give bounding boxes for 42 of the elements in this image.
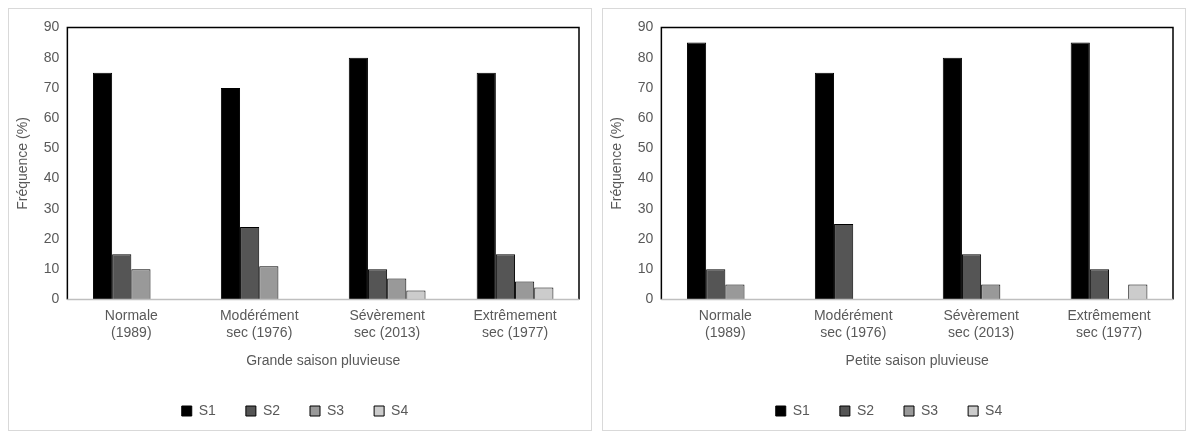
x-tick-label: Extrêmement sec (1977): [1067, 306, 1151, 340]
x-tick-label: Modérément sec (1976): [813, 306, 893, 340]
y-tick-label: 20: [43, 229, 60, 246]
y-tick-label: 90: [637, 18, 654, 35]
y-tick-label: 10: [43, 260, 60, 277]
y-tick-label: 40: [43, 169, 60, 186]
y-tick-label: 60: [43, 108, 60, 125]
x-axis-title: Grande saison pluvieuse: [246, 352, 401, 369]
y-axis-title: Fréquence (%): [608, 117, 625, 210]
legend-label: S2: [856, 401, 875, 418]
y-tick-label: 0: [645, 290, 654, 307]
y-tick-label: 50: [43, 139, 60, 156]
y-tick-label: 70: [43, 78, 60, 95]
y-tick-label: 80: [43, 48, 60, 65]
y-tick-label: 60: [637, 108, 654, 125]
legend-label: S3: [921, 401, 939, 418]
x-tick-label: Sévèrement sec (2013): [349, 306, 425, 340]
y-tick-label: 70: [637, 78, 654, 95]
y-tick-label: 90: [43, 18, 60, 35]
x-tick-label: Sévèrement sec (2013): [943, 306, 1019, 340]
y-tick-label: 20: [637, 229, 654, 246]
legend-label: S4: [391, 401, 409, 418]
y-axis-title: Fréquence (%): [14, 117, 31, 210]
x-tick-label: Extrêmement sec (1977): [473, 306, 557, 340]
x-axis-title: Petite saison pluvieuse: [845, 352, 989, 369]
y-tick-label: 30: [43, 199, 60, 216]
legend-label: S1: [792, 401, 811, 418]
y-tick-label: 40: [637, 169, 654, 186]
bar: [686, 42, 707, 300]
x-tick-label: Normale (1989): [698, 306, 752, 340]
y-tick-label: 80: [637, 48, 654, 65]
legend-label: S4: [985, 401, 1003, 418]
bar: [92, 72, 113, 300]
y-tick-label: 10: [637, 260, 654, 277]
legend-label: S2: [262, 401, 281, 418]
legend-label: S3: [327, 401, 345, 418]
y-tick-label: 30: [637, 199, 654, 216]
y-tick-label: 0: [51, 290, 60, 307]
y-tick-label: 50: [637, 139, 654, 156]
x-tick-label: Normale (1989): [104, 306, 158, 340]
legend-label: S1: [198, 401, 217, 418]
x-tick-label: Modérément sec (1976): [219, 306, 299, 340]
